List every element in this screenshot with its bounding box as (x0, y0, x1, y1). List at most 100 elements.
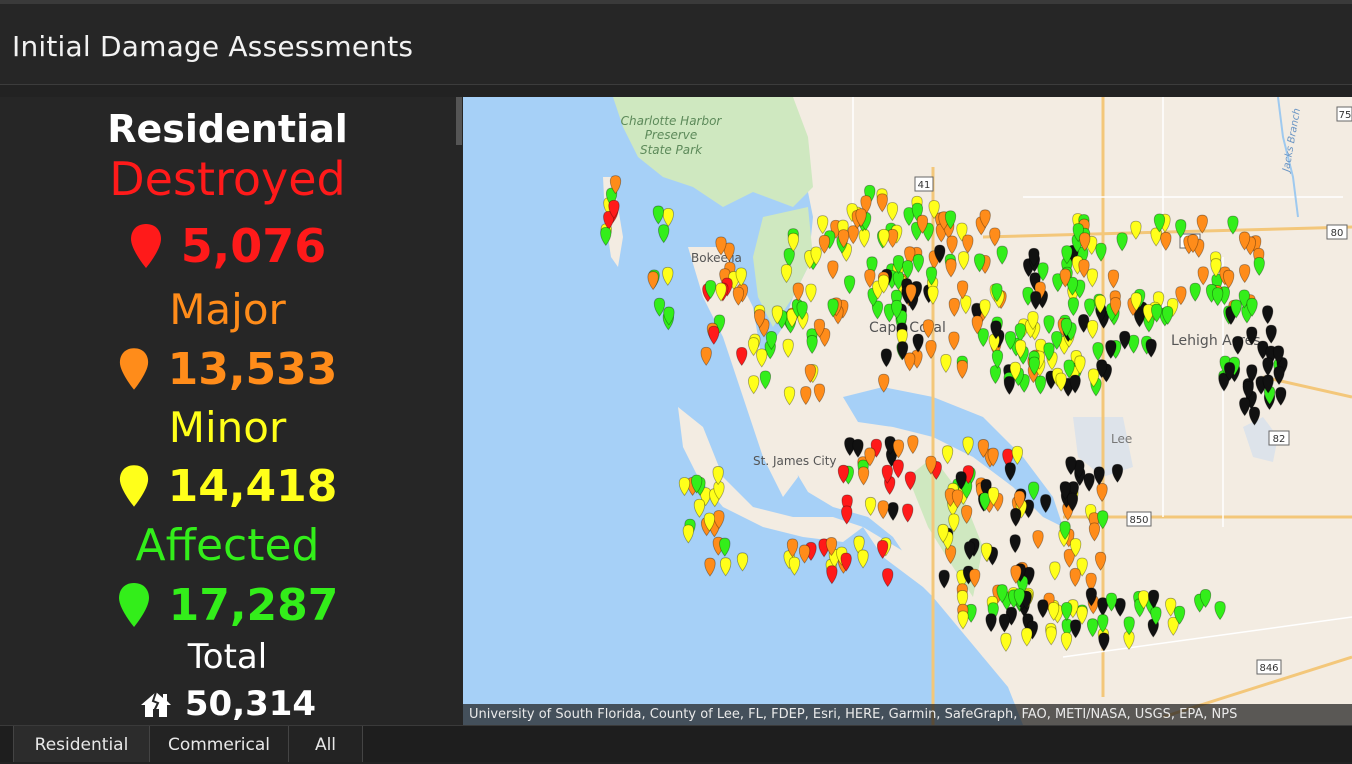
damage-marker[interactable] (1060, 632, 1073, 652)
damage-marker[interactable] (780, 264, 793, 284)
damage-marker[interactable] (991, 283, 1003, 303)
damage-marker[interactable] (843, 275, 856, 295)
damage-marker[interactable] (881, 464, 893, 484)
damage-marker[interactable] (960, 295, 972, 315)
damage-marker[interactable] (971, 315, 983, 335)
damage-marker[interactable] (682, 524, 694, 544)
damage-marker[interactable] (1151, 303, 1163, 323)
damage-marker[interactable] (902, 260, 914, 280)
damage-marker[interactable] (700, 346, 712, 366)
damage-marker[interactable] (977, 439, 990, 459)
damage-marker[interactable] (940, 353, 952, 374)
damage-marker[interactable] (1085, 572, 1097, 592)
damage-marker[interactable] (977, 328, 989, 348)
damage-marker[interactable] (980, 542, 993, 562)
map-canvas[interactable]: Charlotte Harbor Preserve State Park Bok… (463, 97, 1352, 725)
damage-marker[interactable] (1013, 490, 1026, 510)
damage-marker[interactable] (858, 228, 870, 248)
damage-marker[interactable] (892, 439, 905, 459)
damage-marker[interactable] (969, 568, 981, 588)
damage-marker[interactable] (747, 337, 760, 357)
damage-marker[interactable] (827, 260, 839, 280)
damage-marker[interactable] (1069, 567, 1081, 587)
damage-marker[interactable] (1093, 466, 1105, 486)
damage-marker[interactable] (1049, 561, 1061, 581)
damage-marker[interactable] (1011, 445, 1024, 465)
damage-marker[interactable] (1107, 269, 1120, 289)
damage-marker[interactable] (837, 229, 850, 249)
damage-marker[interactable] (1066, 492, 1079, 512)
damage-marker[interactable] (786, 538, 799, 558)
damage-marker[interactable] (1167, 616, 1179, 636)
damage-marker[interactable] (1059, 481, 1071, 501)
damage-marker[interactable] (989, 365, 1002, 385)
damage-marker[interactable] (1004, 331, 1017, 351)
damage-marker[interactable] (928, 200, 940, 220)
damage-marker[interactable] (841, 505, 853, 525)
damage-marker[interactable] (944, 210, 957, 230)
damage-marker[interactable] (712, 466, 724, 486)
damage-marker[interactable] (1037, 599, 1049, 619)
damage-marker[interactable] (1048, 601, 1060, 622)
damage-marker[interactable] (719, 537, 731, 557)
damage-marker[interactable] (1212, 287, 1224, 307)
damage-marker[interactable] (998, 613, 1011, 633)
damage-marker[interactable] (948, 513, 960, 533)
damage-marker[interactable] (759, 370, 772, 390)
damage-marker[interactable] (1094, 294, 1106, 314)
damage-marker[interactable] (1078, 259, 1090, 279)
damage-marker[interactable] (944, 545, 957, 565)
damage-marker[interactable] (989, 227, 1001, 247)
damage-marker[interactable] (653, 297, 666, 317)
damage-marker[interactable] (853, 535, 865, 555)
damage-marker[interactable] (732, 286, 745, 306)
damage-marker[interactable] (1246, 364, 1258, 384)
damage-marker[interactable] (904, 471, 917, 491)
damage-marker[interactable] (1043, 342, 1055, 362)
damage-marker[interactable] (715, 282, 727, 302)
damage-marker[interactable] (1239, 264, 1251, 284)
damage-marker[interactable] (1073, 459, 1085, 479)
damage-marker[interactable] (1086, 618, 1099, 638)
damage-marker[interactable] (857, 466, 870, 486)
damage-marker[interactable] (825, 537, 838, 557)
damage-marker[interactable] (905, 283, 917, 303)
damage-marker[interactable] (886, 228, 899, 248)
damage-marker[interactable] (1079, 232, 1091, 252)
damage-marker[interactable] (748, 375, 760, 395)
damage-marker[interactable] (996, 245, 1008, 265)
damage-marker[interactable] (957, 251, 970, 271)
damage-marker[interactable] (1218, 372, 1230, 392)
damage-marker[interactable] (956, 360, 968, 380)
damage-marker[interactable] (1105, 592, 1118, 612)
damage-marker[interactable] (941, 445, 954, 465)
damage-marker[interactable] (1262, 357, 1274, 377)
damage-marker[interactable] (1173, 605, 1186, 625)
damage-marker[interactable] (961, 505, 973, 525)
damage-marker[interactable] (1014, 323, 1026, 343)
damage-marker[interactable] (1111, 463, 1124, 483)
damage-marker[interactable] (1021, 627, 1033, 647)
damage-marker[interactable] (1051, 330, 1063, 351)
damage-marker[interactable] (713, 510, 725, 530)
damage-marker[interactable] (1055, 372, 1067, 392)
damage-marker[interactable] (896, 341, 909, 361)
damage-marker[interactable] (600, 226, 612, 246)
damage-marker[interactable] (1150, 227, 1162, 247)
damage-marker[interactable] (951, 489, 964, 509)
tab-commercial[interactable]: Commerical (150, 726, 289, 762)
damage-marker[interactable] (1010, 564, 1022, 585)
damage-marker[interactable] (1223, 269, 1235, 289)
damage-marker[interactable] (771, 305, 783, 325)
damage-marker[interactable] (1230, 299, 1242, 319)
damage-marker[interactable] (1165, 597, 1177, 617)
damage-marker[interactable] (1227, 215, 1239, 235)
damage-marker[interactable] (1116, 232, 1128, 252)
damage-marker[interactable] (1262, 305, 1274, 325)
damage-marker[interactable] (1003, 375, 1016, 396)
damage-marker[interactable] (1273, 366, 1285, 386)
damage-marker[interactable] (948, 331, 960, 351)
damage-marker[interactable] (1130, 292, 1142, 312)
damage-marker[interactable] (916, 214, 929, 234)
damage-marker[interactable] (957, 610, 969, 630)
